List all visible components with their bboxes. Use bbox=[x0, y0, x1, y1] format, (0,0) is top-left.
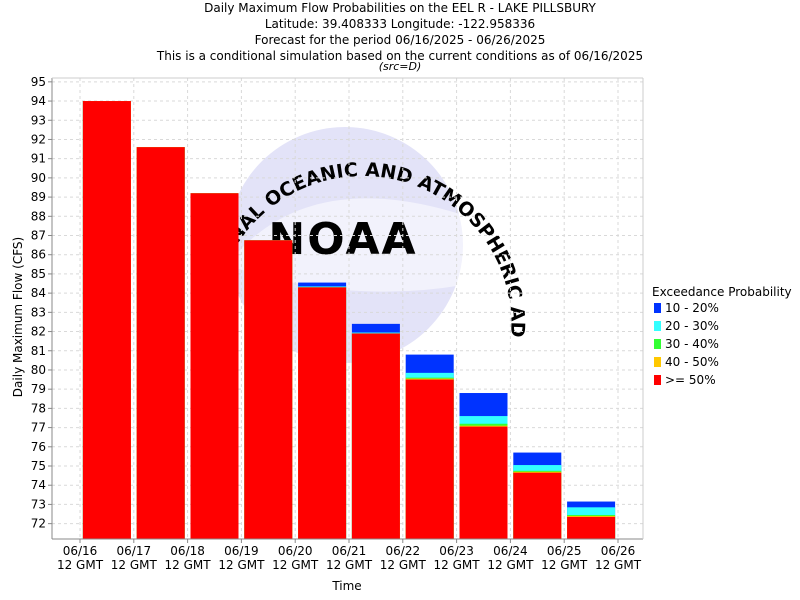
x-tick-time: 12 GMT bbox=[380, 558, 427, 572]
y-tick-label: 76 bbox=[31, 440, 46, 454]
bar-segment bbox=[459, 426, 508, 539]
bars bbox=[82, 101, 616, 540]
legend-swatch bbox=[654, 357, 661, 367]
y-tick-label: 81 bbox=[31, 344, 46, 358]
x-tick-time: 12 GMT bbox=[326, 558, 373, 572]
bar-segment bbox=[351, 333, 400, 539]
y-tick-label: 90 bbox=[31, 171, 46, 185]
x-tick-date: 06/23 bbox=[439, 544, 474, 558]
legend-entry-label: 30 - 40% bbox=[665, 337, 719, 351]
bar-segment bbox=[513, 472, 562, 539]
y-tick-label: 84 bbox=[31, 286, 46, 300]
y-tick-label: 88 bbox=[31, 209, 46, 223]
y-tick-label: 77 bbox=[31, 421, 46, 435]
legend-entry-label: >= 50% bbox=[665, 373, 716, 387]
y-tick-label: 87 bbox=[31, 229, 46, 243]
axes bbox=[51, 77, 644, 540]
y-tick-label: 93 bbox=[31, 113, 46, 127]
y-tick-label: 82 bbox=[31, 325, 46, 339]
chart-title-line: Forecast for the period 06/16/2025 - 06/… bbox=[255, 33, 546, 47]
legend-title: Exceedance Probability bbox=[652, 285, 792, 299]
x-tick-date: 06/21 bbox=[332, 544, 367, 558]
x-tick-date: 06/22 bbox=[386, 544, 421, 558]
x-tick-time: 12 GMT bbox=[218, 558, 265, 572]
x-tick-date: 06/17 bbox=[117, 544, 152, 558]
x-tick-time: 12 GMT bbox=[434, 558, 481, 572]
x-tick-date: 06/16 bbox=[63, 544, 98, 558]
y-tick-label: 74 bbox=[31, 478, 46, 492]
y-tick-label: 79 bbox=[31, 382, 46, 396]
x-tick-time: 12 GMT bbox=[595, 558, 642, 572]
x-tick-time: 12 GMT bbox=[57, 558, 104, 572]
legend-entry-label: 20 - 30% bbox=[665, 319, 719, 333]
chart-subtitle: (src=D) bbox=[379, 60, 422, 73]
y-tick-label: 78 bbox=[31, 401, 46, 415]
bar-segment bbox=[405, 379, 454, 539]
noaa-logo-text: NOAA bbox=[268, 214, 417, 265]
y-axis-label: Daily Maximum Flow (CFS) bbox=[11, 237, 25, 397]
legend-entry-label: 40 - 50% bbox=[665, 355, 719, 369]
bar-segment bbox=[567, 516, 616, 539]
y-tick-label: 89 bbox=[31, 190, 46, 204]
bar-segment bbox=[82, 101, 131, 540]
y-tick-label: 72 bbox=[31, 517, 46, 531]
legend-swatch bbox=[654, 321, 661, 331]
x-tick-time: 12 GMT bbox=[111, 558, 158, 572]
x-tick-date: 06/25 bbox=[547, 544, 582, 558]
y-tick-label: 75 bbox=[31, 459, 46, 473]
legend-entry-label: 10 - 20% bbox=[665, 301, 719, 315]
chart-title-line: Latitude: 39.408333 Longitude: -122.9583… bbox=[265, 17, 535, 31]
chart-title-line: Daily Maximum Flow Probabilities on the … bbox=[204, 1, 596, 15]
x-tick-date: 06/19 bbox=[224, 544, 259, 558]
x-tick-time: 12 GMT bbox=[541, 558, 588, 572]
x-tick-date: 06/18 bbox=[170, 544, 205, 558]
y-tick-label: 91 bbox=[31, 152, 46, 166]
x-tick-date: 06/20 bbox=[278, 544, 313, 558]
y-tick-label: 83 bbox=[31, 305, 46, 319]
chart-title: Daily Maximum Flow Probabilities on the … bbox=[156, 1, 643, 73]
y-tick-label: 95 bbox=[31, 75, 46, 89]
legend: Exceedance Probability 10 - 20% 20 - 30% 3… bbox=[652, 285, 792, 387]
x-tick-time: 12 GMT bbox=[165, 558, 212, 572]
y-tick-label: 94 bbox=[31, 94, 46, 108]
x-tick-date: 06/24 bbox=[493, 544, 528, 558]
y-tick-label: 86 bbox=[31, 248, 46, 262]
bar-segment bbox=[136, 147, 185, 539]
y-tick-label: 73 bbox=[31, 497, 46, 511]
bar-segment bbox=[190, 193, 239, 539]
legend-swatch bbox=[654, 375, 661, 385]
x-tick-date: 06/26 bbox=[601, 544, 636, 558]
x-tick-time: 12 GMT bbox=[272, 558, 319, 572]
y-tick-label: 92 bbox=[31, 132, 46, 146]
x-tick-time: 12 GMT bbox=[487, 558, 534, 572]
bar-segment bbox=[244, 240, 293, 539]
y-tick-label: 80 bbox=[31, 363, 46, 377]
y-tick-label: 85 bbox=[31, 267, 46, 281]
chart-title-line: This is a conditional simulation based o… bbox=[156, 49, 643, 63]
legend-swatch bbox=[654, 303, 661, 313]
legend-swatch bbox=[654, 339, 661, 349]
y-axis-ticks: 72 73 74 75 76 77 78 79 80 81 82 83 84 85 86 87 88 89 90 91… bbox=[31, 75, 52, 531]
x-axis-label: Time bbox=[331, 579, 361, 593]
bar-segment bbox=[298, 287, 347, 539]
